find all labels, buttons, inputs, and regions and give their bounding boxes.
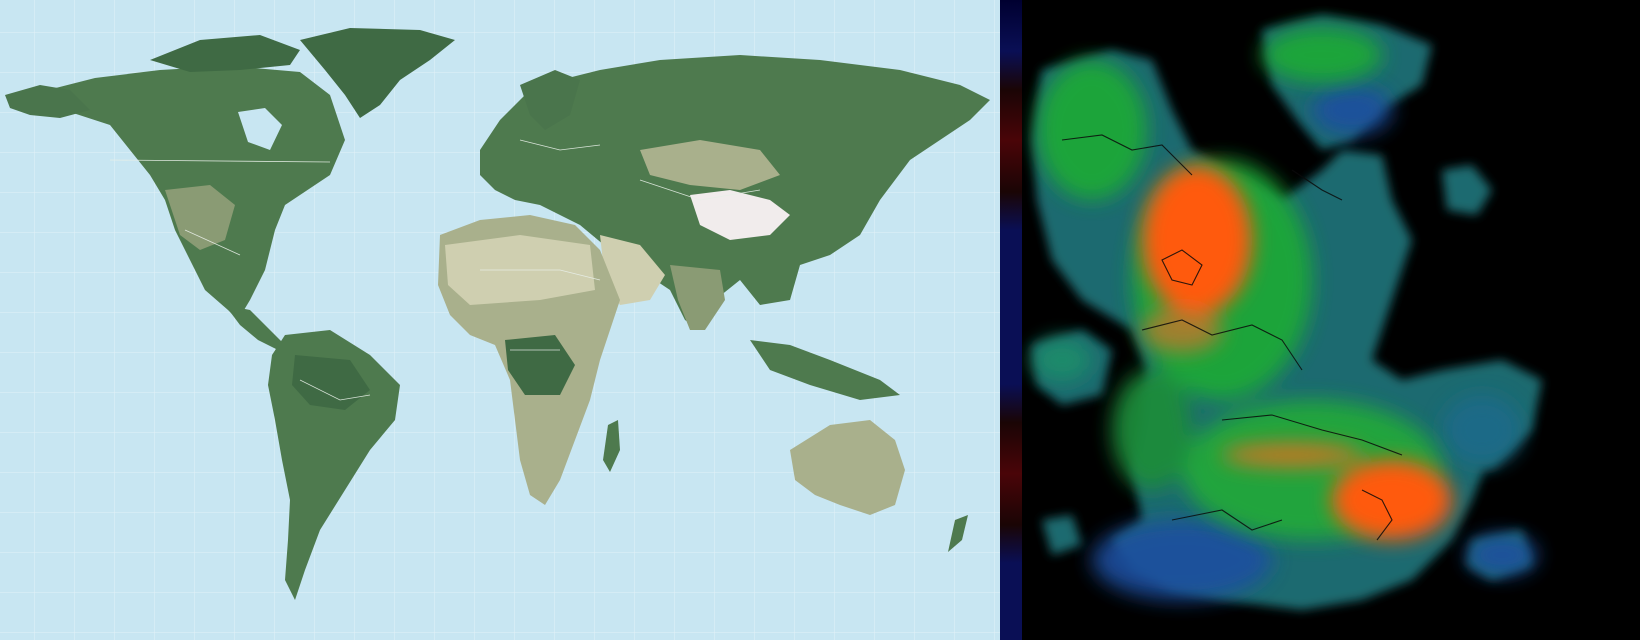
fantasy-heightmap-panel: [1022, 0, 1640, 640]
fantasy-heightmap-icon: [1022, 0, 1640, 640]
central-asia-steppe: [640, 140, 780, 190]
hudson-bay: [238, 108, 282, 150]
greenland-landmass: [300, 28, 455, 118]
scandinavia: [520, 70, 580, 130]
fantasy-borders: [1061, 134, 1403, 541]
australia-landmass: [790, 420, 905, 515]
fantasy-peaks: [1142, 165, 1452, 540]
south-america-landmass: [268, 330, 400, 600]
world-map-icon: [0, 0, 1000, 640]
japan-islands: [848, 165, 875, 215]
amazon-basin: [292, 355, 370, 410]
country-borders: [109, 139, 761, 401]
central-america-landmass: [225, 305, 285, 350]
color-scale-strip: [1000, 0, 1022, 640]
color-scale-icon: [1000, 0, 1022, 640]
canadian-archipelago: [150, 35, 300, 72]
new-zealand: [948, 515, 968, 552]
north-america-dry-plains: [165, 185, 235, 250]
alaska-landmass: [5, 85, 90, 118]
madagascar: [603, 420, 620, 472]
fantasy-lowlands: [1092, 85, 1537, 600]
arabian-peninsula: [600, 235, 665, 305]
southeast-asia-islands: [750, 340, 900, 400]
tibetan-plateau: [690, 190, 790, 240]
indian-subcontinent: [670, 265, 725, 330]
earth-map-panel: [0, 0, 1000, 640]
